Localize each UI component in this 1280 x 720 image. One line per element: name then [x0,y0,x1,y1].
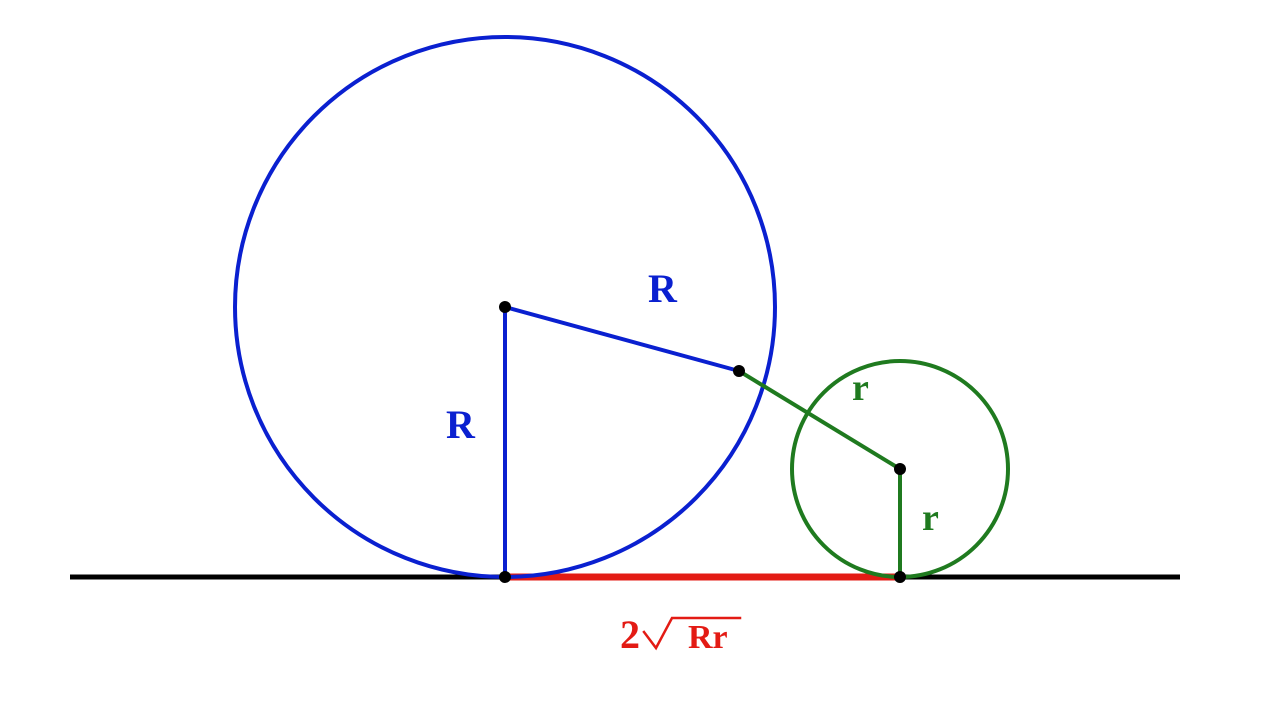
small-center-point [894,463,906,475]
label-R-diagonal: R [648,266,678,311]
geometry-diagram: R R r r 2 Rr [0,0,1280,720]
formula-radicand: Rr [688,619,728,656]
big-ground-point [499,571,511,583]
big-radius-diagonal [505,307,739,371]
label-r-vertical: r [922,497,939,539]
label-R-vertical: R [446,402,476,447]
formula-coefficient: 2 [620,612,640,657]
big-center-point [499,301,511,313]
tangent-point [733,365,745,377]
label-r-diagonal: r [852,367,869,409]
formula-2-sqrt-Rr: 2 Rr [620,612,740,657]
small-ground-point [894,571,906,583]
small-radius-diagonal [739,371,900,469]
